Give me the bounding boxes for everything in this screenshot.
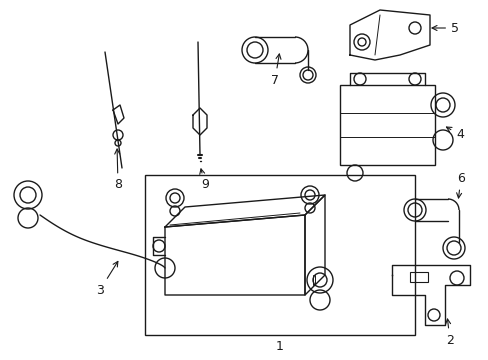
Text: 3: 3 bbox=[96, 261, 118, 297]
Text: 4: 4 bbox=[446, 127, 463, 141]
Text: 8: 8 bbox=[114, 149, 122, 192]
Bar bbox=[145, 175, 414, 335]
Bar bbox=[339, 85, 434, 165]
Text: 2: 2 bbox=[445, 319, 453, 346]
Text: 6: 6 bbox=[456, 171, 464, 198]
Text: 1: 1 bbox=[276, 341, 284, 354]
Text: 9: 9 bbox=[200, 169, 208, 192]
Bar bbox=[409, 272, 427, 282]
Text: 7: 7 bbox=[270, 54, 281, 86]
Text: 5: 5 bbox=[431, 22, 458, 35]
